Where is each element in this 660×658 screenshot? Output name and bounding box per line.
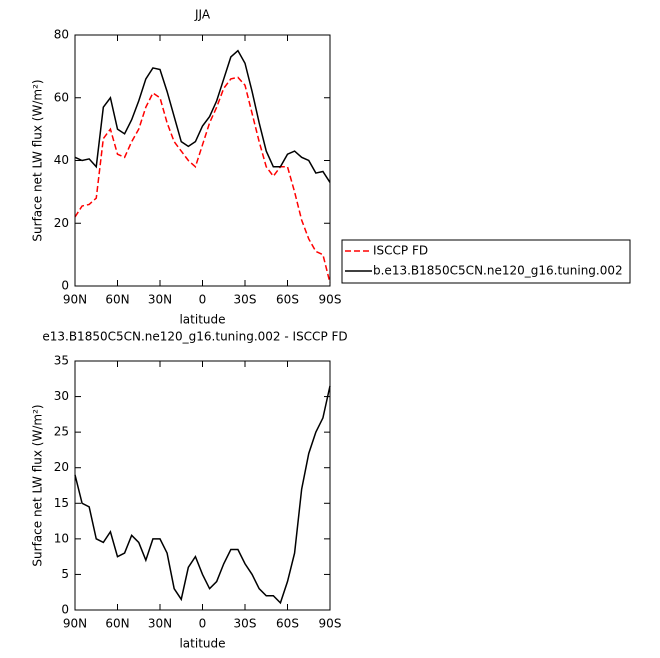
y-tick-label: 10 — [54, 531, 69, 545]
data-line — [74, 76, 331, 284]
x-tick-label: 30S — [234, 293, 257, 307]
y-tick-label: 15 — [54, 496, 69, 510]
plot-frame — [74, 34, 331, 287]
x-tick-label: 0 — [199, 293, 207, 307]
x-tick-label: 60S — [276, 617, 299, 631]
x-tick-label: 60N — [105, 617, 129, 631]
y-axis-label: Surface net LW flux (W/m²) — [31, 79, 45, 241]
y-tick-label: 0 — [61, 279, 69, 293]
y-tick-label: 40 — [54, 153, 69, 167]
legend-label: b.e13.B1850C5CN.ne120_g16.tuning.002 — [373, 264, 623, 278]
x-tick-label: 30S — [234, 617, 257, 631]
y-tick-label: 20 — [54, 460, 69, 474]
x-tick-label: 60N — [105, 293, 129, 307]
y-tick-label: 25 — [54, 425, 69, 439]
y-tick-label: 80 — [54, 28, 69, 42]
legend-label: ISCCP FD — [373, 244, 428, 258]
x-tick-label: 30N — [148, 293, 172, 307]
y-tick-label: 20 — [54, 216, 69, 230]
data-line — [74, 385, 331, 605]
x-tick-label: 60S — [276, 293, 299, 307]
y-tick-label: 35 — [54, 354, 69, 368]
x-tick-label: 90N — [63, 293, 87, 307]
x-tick-label: 0 — [199, 617, 207, 631]
y-tick-label: 5 — [61, 567, 69, 581]
data-line — [74, 49, 331, 183]
chart-title: JJA — [194, 8, 211, 22]
legend-box — [341, 239, 631, 284]
x-axis-label: latitude — [179, 313, 225, 327]
y-tick-label: 60 — [54, 90, 69, 104]
x-tick-label: 90N — [63, 617, 87, 631]
plot-frame — [74, 360, 331, 611]
x-axis-label: latitude — [179, 637, 225, 651]
y-tick-label: 0 — [61, 603, 69, 617]
y-tick-label: 30 — [54, 389, 69, 403]
chart-title: e13.B1850C5CN.ne120_g16.tuning.002 - ISC… — [42, 330, 347, 344]
y-axis-label: Surface net LW flux (W/m²) — [31, 404, 45, 566]
x-tick-label: 90S — [319, 293, 342, 307]
x-tick-label: 30N — [148, 617, 172, 631]
x-tick-label: 90S — [319, 617, 342, 631]
